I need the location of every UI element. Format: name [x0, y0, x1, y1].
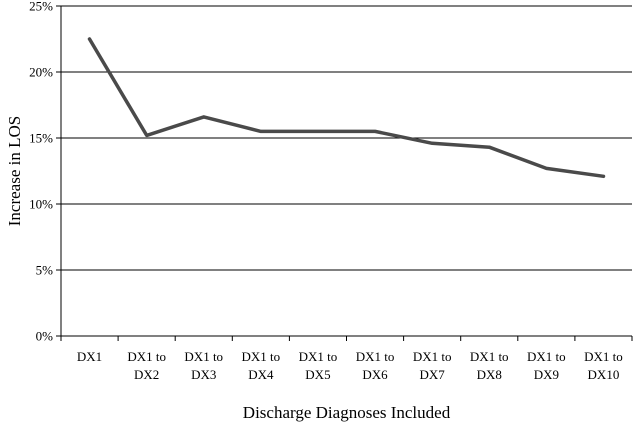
- x-axis-ticks: DX1 DX1 to DX2 DX1 to DX3 DX1 to DX4 DX1 to DX5 D…: [60, 336, 633, 382]
- y-tick-label: 25%: [29, 0, 53, 14]
- series-line: [87, 37, 606, 179]
- x-tick-label: DX1: [77, 349, 102, 364]
- x-tick-label: DX1 to DX8: [470, 349, 509, 382]
- x-tick-label: DX1 to DX3: [184, 349, 223, 382]
- y-tick-label: 15%: [29, 131, 53, 146]
- x-tick-label: DX1 to DX6: [356, 349, 395, 382]
- x-axis-title: Discharge Diagnoses Included: [243, 403, 451, 422]
- y-axis-ticks: 0% 5% 10% 15% 20% 25%: [29, 0, 61, 344]
- y-tick-label: 0%: [36, 329, 54, 344]
- x-tick-label: DX1 to DX7: [413, 349, 452, 382]
- x-tick-label: DX1 to DX5: [299, 349, 338, 382]
- y-tick-label: 10%: [29, 197, 53, 212]
- y-tick-label: 20%: [29, 65, 53, 80]
- x-tick-label: DX1 to DX10: [584, 349, 623, 382]
- x-tick-label: DX1 to DX9: [527, 349, 566, 382]
- x-tick-label: DX1 to DX4: [242, 349, 281, 382]
- y-axis-title: Increase in LOS: [5, 116, 24, 226]
- x-tick-label: DX1 to DX2: [127, 349, 166, 382]
- gridlines: [61, 5, 632, 271]
- y-tick-label: 5%: [36, 263, 54, 278]
